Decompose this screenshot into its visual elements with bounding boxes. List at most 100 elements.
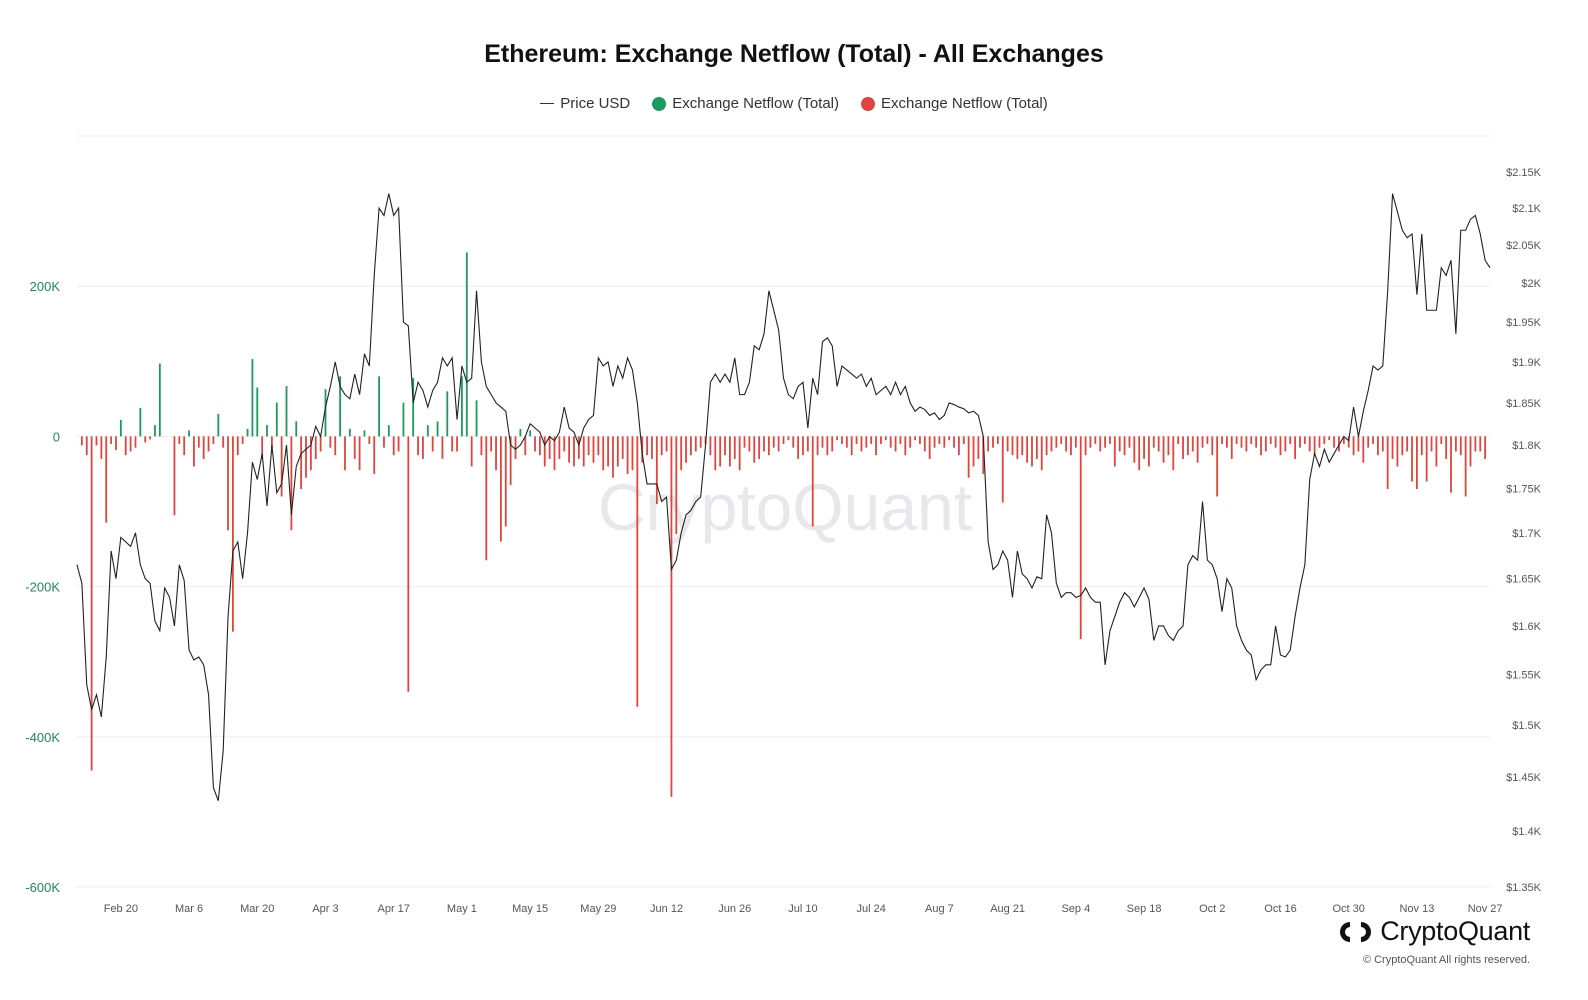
netflow-bar	[441, 436, 444, 459]
netflow-bar	[777, 436, 780, 452]
netflow-bar	[855, 436, 858, 444]
x-tick-label: Apr 3	[312, 903, 338, 915]
netflow-bar	[1230, 436, 1233, 459]
netflow-bar	[436, 421, 439, 437]
netflow-bar	[1235, 436, 1238, 444]
netflow-bar	[1484, 436, 1487, 459]
netflow-bar	[407, 436, 410, 692]
netflow-bar	[1372, 436, 1374, 444]
legend-item-netflow-negative[interactable]: Exchange Netflow (Total)	[861, 95, 1048, 112]
legend-line-swatch	[540, 103, 555, 104]
netflow-bar	[271, 436, 273, 448]
netflow-bar	[465, 252, 468, 437]
netflow-bar	[538, 436, 541, 456]
netflow-bar	[456, 436, 458, 452]
netflow-bar	[431, 436, 434, 452]
netflow-bar	[1001, 436, 1004, 503]
netflow-bar	[607, 436, 609, 467]
netflow-bar	[275, 402, 278, 437]
netflow-bar	[422, 436, 424, 459]
right-tick-label: $2K	[1521, 278, 1541, 290]
netflow-bar	[724, 436, 726, 456]
netflow-bar	[865, 436, 868, 448]
netflow-bar	[587, 436, 590, 456]
netflow-bar	[782, 436, 785, 444]
netflow-bar	[236, 436, 239, 456]
netflow-bar	[207, 436, 210, 452]
netflow-bar	[246, 428, 249, 437]
netflow-bar	[977, 436, 980, 459]
netflow-bar	[1055, 436, 1058, 448]
netflow-bar	[631, 436, 634, 471]
brand-logo[interactable]: CryptoQuant	[1338, 916, 1530, 947]
netflow-bar	[1479, 436, 1482, 452]
netflow-bar	[1143, 436, 1145, 459]
netflow-bar	[626, 436, 629, 474]
x-tick-label: May 15	[512, 903, 548, 915]
netflow-bar	[1289, 436, 1292, 444]
netflow-bar	[193, 436, 195, 467]
legend-label-netflow-negative: Exchange Netflow (Total)	[881, 95, 1048, 112]
netflow-bar	[1464, 436, 1467, 497]
x-tick-label: Mar 6	[175, 903, 203, 915]
netflow-bar	[158, 363, 161, 437]
netflow-bar	[144, 436, 147, 443]
netflow-bar	[392, 436, 395, 456]
right-tick-label: $1.55K	[1506, 670, 1542, 682]
netflow-bar	[1162, 436, 1165, 463]
netflow-bar	[573, 436, 575, 467]
x-tick-label: Sep 4	[1061, 903, 1090, 915]
netflow-bar	[353, 436, 356, 459]
netflow-bar	[1401, 436, 1404, 456]
right-tick-label: $2.15K	[1506, 167, 1542, 179]
netflow-bar	[1216, 436, 1219, 497]
right-tick-label: $2.05K	[1506, 240, 1542, 252]
netflow-bar	[1445, 436, 1448, 459]
netflow-bar	[919, 436, 921, 444]
netflow-bar	[797, 436, 800, 459]
netflow-bar	[709, 436, 712, 456]
netflow-bar	[646, 436, 648, 456]
netflow-bar	[1420, 436, 1423, 456]
netflow-bar	[958, 436, 960, 456]
legend-item-price[interactable]: Price USD	[540, 95, 630, 112]
x-tick-label: Feb 20	[104, 903, 138, 915]
netflow-bar	[348, 428, 351, 437]
netflow-bar	[651, 436, 653, 459]
chart-title: Ethereum: Exchange Netflow (Total) - All…	[484, 40, 1104, 68]
netflow-bar	[996, 436, 999, 444]
netflow-bar	[1152, 436, 1155, 448]
netflow-bar	[110, 436, 113, 444]
netflow-bar	[461, 376, 463, 437]
netflow-bar	[636, 436, 639, 707]
netflow-bar	[1381, 436, 1384, 452]
netflow-bar	[383, 436, 385, 448]
netflow-bar	[1362, 436, 1365, 463]
netflow-bar	[1157, 436, 1160, 452]
netflow-bar	[1260, 436, 1262, 456]
netflow-bar	[300, 436, 303, 489]
x-tick-label: Mar 20	[240, 903, 274, 915]
netflow-bar	[826, 436, 829, 456]
netflow-bar	[1255, 436, 1258, 448]
legend-item-netflow-positive[interactable]: Exchange Netflow (Total)	[652, 95, 839, 112]
netflow-bar	[85, 436, 88, 456]
netflow-bar	[948, 436, 951, 441]
netflow-bar	[748, 436, 751, 452]
x-tick-label: Apr 17	[377, 903, 409, 915]
netflow-bar	[500, 436, 502, 542]
netflow-bar	[655, 436, 658, 504]
netflow-bar	[339, 376, 342, 437]
right-tick-label: $1.5K	[1512, 720, 1541, 732]
netflow-bar	[685, 436, 687, 463]
netflow-bar	[1328, 436, 1331, 441]
netflow-bar	[967, 436, 970, 478]
netflow-bar	[714, 436, 717, 471]
netflow-bar	[928, 436, 931, 459]
netflow-bar	[1367, 436, 1370, 448]
netflow-bar	[1016, 436, 1019, 459]
netflow-bar	[139, 407, 142, 437]
netflow-bar	[1182, 436, 1184, 459]
netflow-bar	[1411, 436, 1413, 482]
netflow-bar	[1225, 436, 1228, 448]
